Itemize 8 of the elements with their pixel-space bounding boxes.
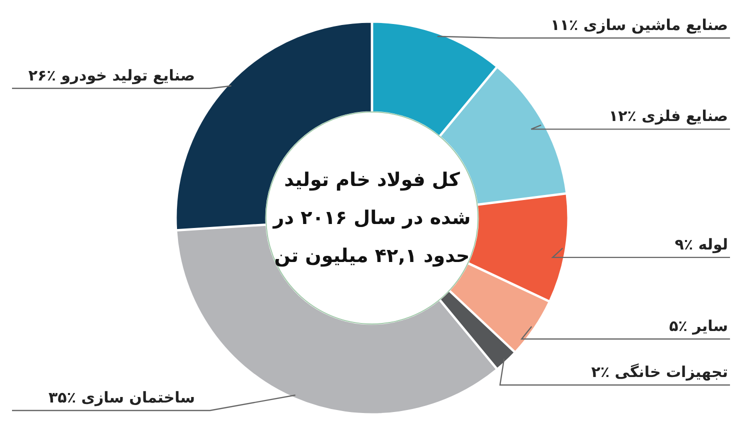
slice-label: صنایع تولید خودرو ٪۲۶ xyxy=(28,66,195,84)
text: کل فولاد خام تولید شده در سال ۲۰۱۶ در حدود ۴۲,۱ میلیون تن xyxy=(272,169,471,267)
slice-label: سایر ٪۵ xyxy=(669,316,728,335)
slice-label: لوله ٪۹ xyxy=(674,235,728,254)
slice-label: ساختمان سازی ٪۳۵ xyxy=(48,388,195,406)
slice-label: صنایع فلزی ٪۱۲ xyxy=(608,107,728,126)
slice-label: صنایع ماشین سازی ٪۱۱ xyxy=(550,16,728,34)
slice-label: تجهیزات خانگی ٪۲ xyxy=(591,362,728,381)
